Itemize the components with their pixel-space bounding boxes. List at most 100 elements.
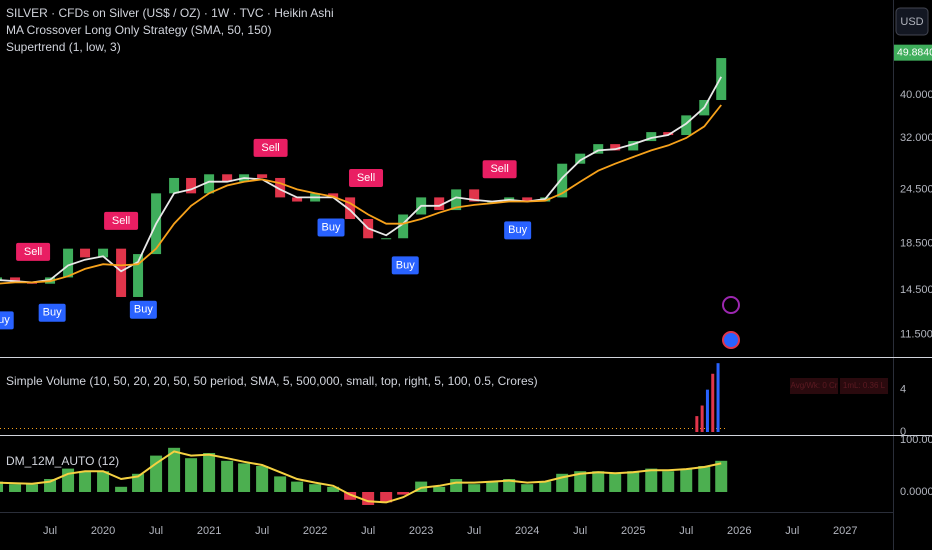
x-tick-label: Jul	[467, 525, 481, 537]
signal-label: Sell	[261, 142, 279, 154]
histogram-bar	[705, 389, 709, 432]
last-price-box	[894, 44, 932, 61]
x-tick-label: Jul	[785, 525, 799, 537]
signal-label: Buy	[322, 221, 341, 233]
histogram-bar	[0, 481, 4, 492]
histogram-bar	[380, 491, 393, 503]
candle-body	[434, 197, 445, 211]
event-icon[interactable]	[722, 331, 740, 349]
x-tick-label: Jul	[255, 525, 269, 537]
histogram-bar	[645, 468, 658, 492]
histogram-bar	[711, 373, 715, 432]
signal-label: Buy	[508, 224, 527, 236]
candle-body	[275, 177, 286, 198]
x-tick-label: Jul	[361, 525, 375, 537]
histogram-bar	[327, 486, 340, 492]
candle-body	[557, 163, 568, 198]
signal-label: Sell	[490, 163, 508, 175]
candle-body	[63, 248, 74, 278]
moving-average-line	[0, 76, 722, 284]
study-legend: Supertrend (1, low, 3)	[6, 40, 121, 54]
histogram-bar	[132, 473, 145, 492]
histogram-bar	[715, 460, 728, 492]
x-tick-label: 2020	[91, 525, 115, 537]
histogram-bar	[309, 484, 322, 492]
histogram-bar	[680, 468, 693, 492]
dm-legend: DM_12M_AUTO (12)	[6, 454, 119, 468]
x-tick-label: 2025	[621, 525, 645, 537]
x-tick-label: 2027	[833, 525, 857, 537]
histogram-bar	[344, 491, 357, 500]
signal-label-box	[129, 300, 157, 319]
y-tick-label: 40.0000	[900, 89, 932, 101]
histogram-bar	[695, 416, 699, 432]
y-tick-label: 0	[900, 426, 906, 438]
candle-body	[345, 197, 356, 220]
histogram-bar	[62, 468, 75, 492]
candle-body	[610, 144, 621, 151]
info-box	[790, 378, 838, 394]
candle-body	[522, 197, 533, 202]
candle-body	[186, 177, 197, 194]
info-box-text: Avg/Wk: 0 Cr	[791, 381, 838, 390]
x-tick-label: 2024	[515, 525, 539, 537]
x-tick-label: 2023	[409, 525, 433, 537]
study-legend: MA Crossover Long Only Strategy (SMA, 50…	[6, 23, 271, 37]
y-tick-label: 14.5000	[900, 284, 932, 296]
histogram-bar	[468, 484, 481, 492]
signal-label: Buy	[43, 307, 62, 319]
histogram-bar	[700, 405, 704, 432]
volume-legend: Simple Volume (10, 50, 20, 20, 50, 50 pe…	[6, 374, 538, 388]
histogram-bar	[168, 447, 181, 492]
signal-label: Sell	[24, 246, 42, 258]
histogram-bar	[221, 460, 234, 492]
y-tick-label: 0.0000	[900, 486, 932, 498]
info-box-text: 1mL: 0.36 L	[843, 381, 886, 390]
x-tick-label: 2021	[197, 525, 221, 537]
histogram-bar	[256, 466, 269, 492]
x-tick-label: Jul	[149, 525, 163, 537]
x-tick-label: Jul	[679, 525, 693, 537]
histogram-bar	[274, 476, 287, 492]
currency-label: USD	[900, 16, 923, 28]
y-tick-label: 100.0000	[900, 434, 932, 446]
candle-body	[469, 189, 480, 202]
histogram-bar	[9, 484, 22, 492]
candle-body	[681, 115, 692, 136]
histogram-bar	[662, 471, 675, 492]
alert-icon[interactable]	[722, 296, 740, 314]
histogram-bar	[185, 458, 198, 492]
histogram-bar	[450, 478, 463, 492]
histogram-bar	[26, 484, 39, 492]
symbol-title: SILVER · CFDs on Silver (US$ / OZ) · 1W …	[6, 6, 334, 20]
signal-label: Buy	[134, 304, 153, 316]
histogram-bar	[433, 486, 446, 492]
x-tick-label: 2022	[303, 525, 327, 537]
info-box	[840, 378, 888, 394]
signal-line	[0, 450, 722, 504]
candle-body	[328, 193, 339, 198]
histogram-bar	[503, 478, 516, 492]
candle-body	[10, 277, 21, 283]
histogram-bar	[698, 466, 711, 492]
currency-button[interactable]	[895, 7, 929, 36]
candle-body	[98, 248, 109, 258]
histogram-bar	[238, 463, 251, 492]
histogram-bar	[486, 481, 499, 492]
histogram-bar	[115, 486, 128, 492]
signal-label-box	[253, 138, 288, 157]
histogram-bar	[521, 484, 534, 492]
histogram-bar	[397, 491, 410, 495]
signal-label-box	[349, 168, 384, 187]
y-tick-label: 18.5000	[900, 237, 932, 249]
candle-body	[628, 141, 639, 151]
histogram-bar	[609, 473, 622, 492]
candle-body	[257, 174, 268, 178]
y-tick-label: 24.5000	[900, 183, 932, 195]
histogram-bar	[574, 471, 587, 492]
x-tick-label: Jul	[573, 525, 587, 537]
x-tick-label: Jul	[43, 525, 57, 537]
histogram-bar	[203, 453, 216, 492]
signal-label: Buy	[0, 314, 10, 326]
